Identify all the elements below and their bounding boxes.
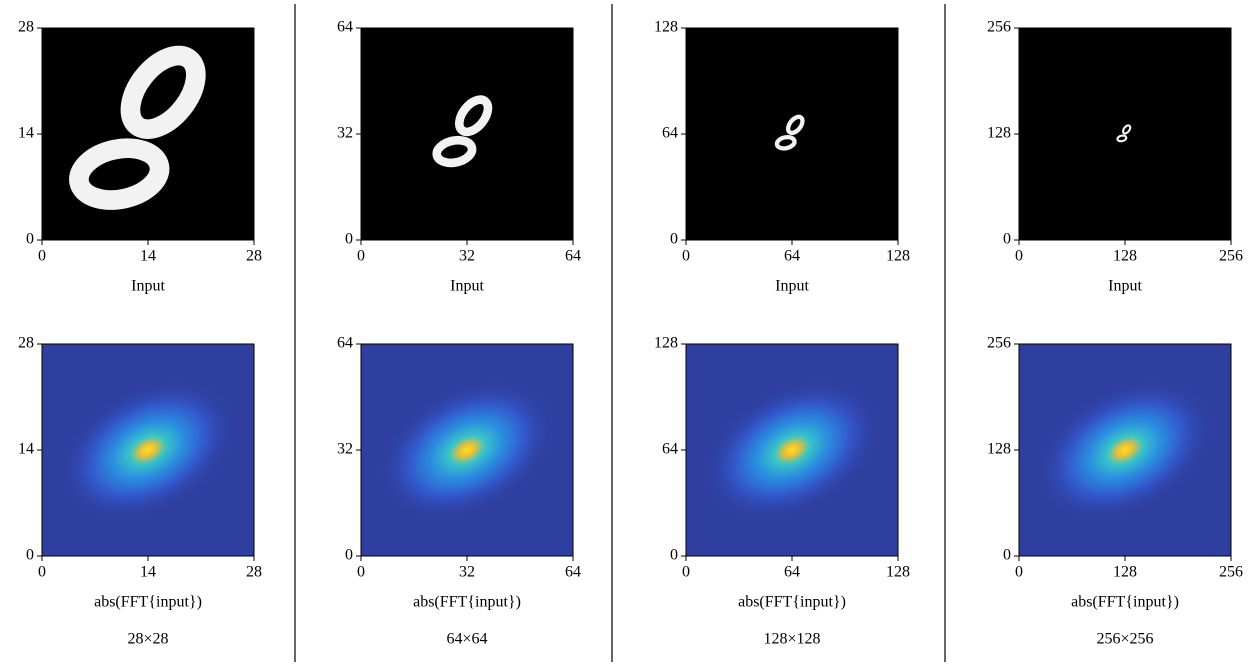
y-tick-label: 0 xyxy=(670,231,678,248)
digit-stroke xyxy=(774,134,797,151)
y-tick-label: 0 xyxy=(1003,231,1011,248)
digit-stroke xyxy=(120,45,206,139)
x-tick-label: 128 xyxy=(1113,248,1137,265)
caption: 64×64 xyxy=(446,631,487,648)
y-tick-label: 14 xyxy=(18,441,34,458)
x-tick-label: 0 xyxy=(682,248,690,265)
y-tick-label: 0 xyxy=(1003,547,1011,564)
digit xyxy=(432,95,493,168)
x-tick-label: 0 xyxy=(357,564,365,581)
y-tick-label: 64 xyxy=(337,335,353,352)
y-tick-label: 0 xyxy=(345,547,353,564)
x-tick-label: 128 xyxy=(1113,564,1137,581)
digit-stroke xyxy=(786,114,805,136)
spectrum xyxy=(703,379,881,521)
y-tick-label: 0 xyxy=(26,547,34,564)
y-tick-label: 28 xyxy=(18,335,34,352)
x-tick-label: 256 xyxy=(1219,564,1243,581)
x-tick-label: 64 xyxy=(784,248,800,265)
x-tick-label: 0 xyxy=(1015,564,1023,581)
y-tick-label: 128 xyxy=(987,125,1011,142)
y-tick-label: 256 xyxy=(987,335,1011,352)
x-tick-label: 64 xyxy=(565,248,581,265)
x-tick-label: 0 xyxy=(357,248,365,265)
x-tick-label: 64 xyxy=(565,564,581,581)
digit-stroke xyxy=(69,138,170,210)
x-tick-label: 128 xyxy=(886,564,910,581)
x-axis-label: Input xyxy=(775,278,809,295)
x-tick-label: 256 xyxy=(1219,248,1243,265)
x-tick-label: 0 xyxy=(682,564,690,581)
digit xyxy=(774,114,805,151)
spectrum xyxy=(1036,379,1214,521)
y-tick-label: 64 xyxy=(662,125,678,142)
x-tick-label: 128 xyxy=(886,248,910,265)
x-axis-label: abs(FFT{input}) xyxy=(738,594,846,611)
y-tick-label: 28 xyxy=(18,19,34,36)
digit xyxy=(69,45,206,210)
x-axis-label: abs(FFT{input}) xyxy=(94,594,202,611)
x-tick-label: 0 xyxy=(38,248,46,265)
digit-stroke xyxy=(1122,124,1132,135)
caption: 128×128 xyxy=(763,631,820,648)
y-tick-label: 256 xyxy=(987,19,1011,36)
x-tick-label: 28 xyxy=(246,564,262,581)
x-axis-label: abs(FFT{input}) xyxy=(1071,594,1179,611)
spectrum xyxy=(378,379,556,521)
x-tick-label: 0 xyxy=(38,564,46,581)
x-tick-label: 0 xyxy=(1015,248,1023,265)
y-tick-label: 14 xyxy=(18,125,34,142)
x-axis-label: abs(FFT{input}) xyxy=(413,594,521,611)
y-tick-label: 128 xyxy=(987,441,1011,458)
y-tick-label: 64 xyxy=(337,19,353,36)
x-tick-label: 32 xyxy=(459,564,475,581)
y-tick-label: 32 xyxy=(337,441,353,458)
y-tick-label: 128 xyxy=(654,19,678,36)
x-axis-label: Input xyxy=(450,278,484,295)
x-tick-label: 28 xyxy=(246,248,262,265)
y-tick-label: 64 xyxy=(662,441,678,458)
x-tick-label: 14 xyxy=(140,248,156,265)
spectrum xyxy=(59,379,237,521)
y-tick-label: 32 xyxy=(337,125,353,142)
y-tick-label: 128 xyxy=(654,335,678,352)
x-axis-label: Input xyxy=(131,278,165,295)
digit xyxy=(1116,124,1132,143)
x-tick-label: 64 xyxy=(784,564,800,581)
digit-stroke xyxy=(1116,134,1128,143)
caption: 256×256 xyxy=(1096,631,1153,648)
x-tick-label: 14 xyxy=(140,564,156,581)
digit-stroke xyxy=(432,135,477,168)
y-tick-label: 0 xyxy=(26,231,34,248)
digit-stroke xyxy=(455,95,493,137)
y-tick-label: 0 xyxy=(345,231,353,248)
y-tick-label: 0 xyxy=(670,547,678,564)
x-axis-label: Input xyxy=(1108,278,1142,295)
caption: 28×28 xyxy=(127,631,168,648)
x-tick-label: 32 xyxy=(459,248,475,265)
